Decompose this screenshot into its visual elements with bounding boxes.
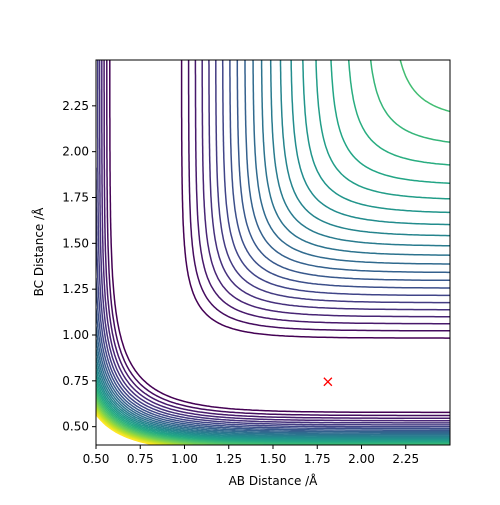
x-tick-label: 2.00 — [348, 452, 375, 466]
x-tick-label: 1.25 — [215, 452, 242, 466]
y-axis-ticks: 0.50 0.75 1.00 1.25 1.50 1.75 2.00 2.25 — [62, 99, 96, 434]
y-tick-label: 2.25 — [62, 99, 89, 113]
y-tick-label: 1.75 — [62, 191, 89, 205]
contour-level-8 — [96, 60, 450, 431]
x-axis-label: AB Distance /Å — [229, 473, 319, 488]
y-tick-label: 1.00 — [62, 328, 89, 342]
contour-level-9 — [96, 60, 450, 433]
contour-level-7 — [96, 60, 450, 430]
contour-level-2 — [103, 60, 450, 419]
x-tick-label: 1.00 — [171, 452, 198, 466]
contour-level-4 — [98, 60, 450, 424]
x-axis-ticks: 0.50 0.75 1.00 1.25 1.50 1.75 2.00 2.25 — [83, 445, 419, 466]
contour-level-5 — [96, 60, 450, 426]
contour-level-0 — [109, 60, 450, 414]
x-tick-label: 2.25 — [392, 452, 419, 466]
contour-level-25 — [96, 405, 184, 445]
contour-level-13 — [96, 60, 450, 438]
y-tick-label: 2.00 — [62, 145, 89, 159]
contour-level-3 — [101, 60, 450, 422]
contour-level-28 — [96, 411, 162, 445]
y-tick-label: 0.75 — [62, 374, 89, 388]
contour-level-15 — [96, 60, 450, 441]
contour-level-24 — [96, 403, 194, 445]
contour-level-14 — [96, 60, 450, 440]
y-axis-label: BC Distance /Å — [31, 207, 46, 297]
x-tick-label: 1.50 — [260, 452, 287, 466]
x-tick-label: 0.75 — [127, 452, 154, 466]
contour-level-27 — [96, 409, 168, 445]
y-tick-label: 1.50 — [62, 236, 89, 250]
contour-level-17 — [96, 60, 450, 443]
contour-level-26 — [96, 407, 175, 445]
y-tick-label: 0.50 — [62, 420, 89, 434]
x-tick-label: 0.50 — [83, 452, 110, 466]
contour-level-23 — [96, 401, 208, 445]
marker-layer — [323, 377, 333, 387]
contour-level-12 — [96, 60, 450, 437]
contour-level-6 — [96, 60, 450, 428]
contour-level-1 — [106, 60, 450, 417]
contour-lines — [96, 60, 450, 445]
contour-level-10 — [96, 60, 450, 434]
contour-level-19 — [96, 60, 450, 445]
contour-level-11 — [96, 60, 450, 436]
y-tick-label: 1.25 — [62, 282, 89, 296]
marker-x — [323, 377, 333, 387]
contour-level-16 — [96, 60, 450, 442]
x-tick-label: 1.75 — [304, 452, 331, 466]
contour-level-18 — [96, 60, 450, 444]
